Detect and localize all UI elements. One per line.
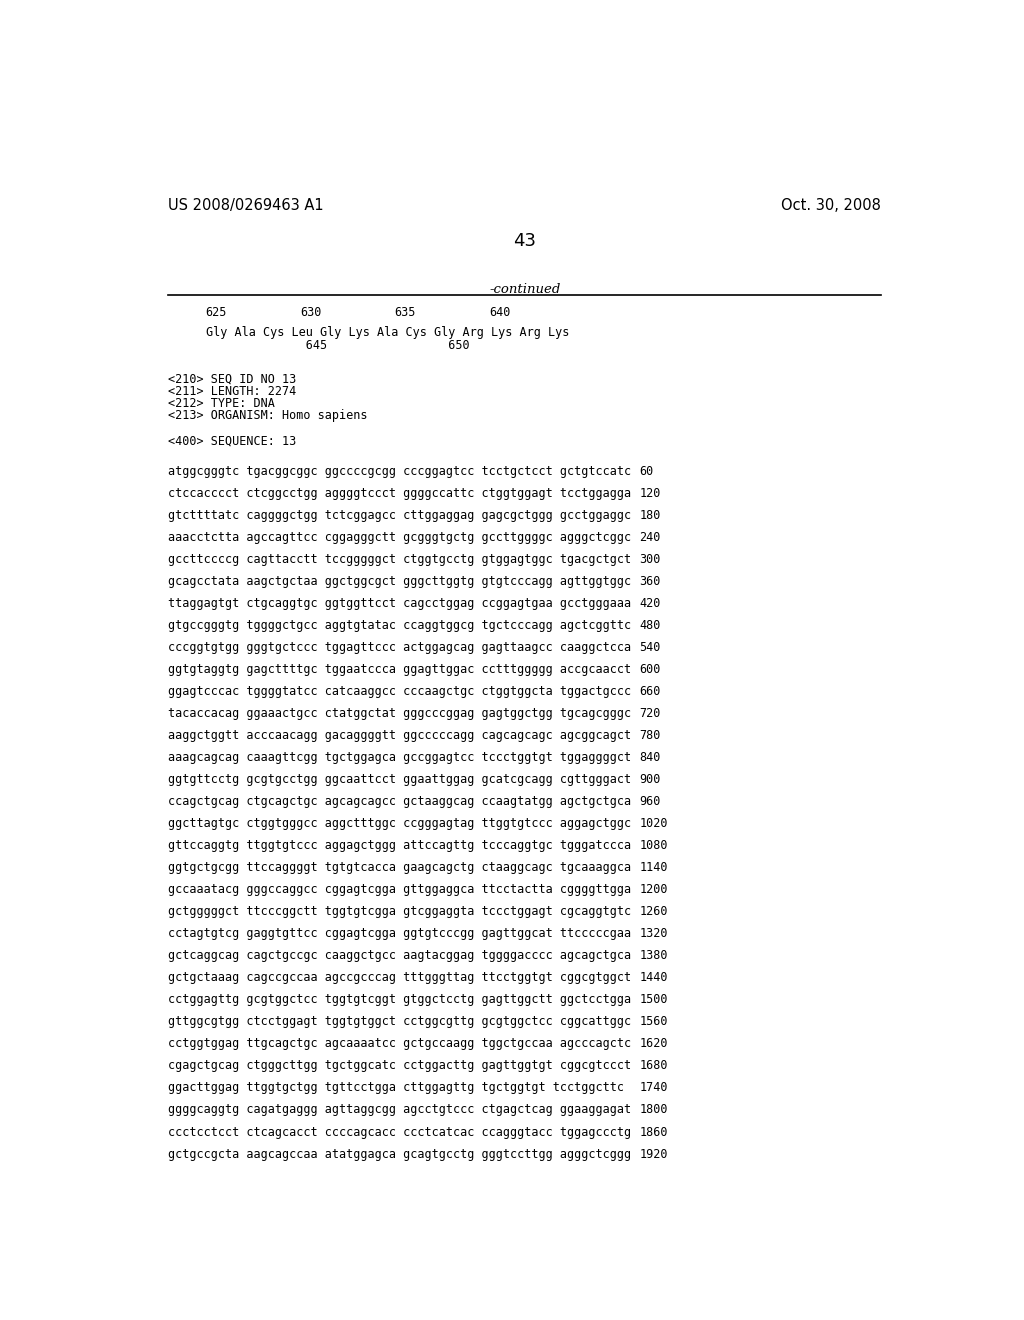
Text: ggacttggag ttggtgctgg tgttcctgga cttggagttg tgctggtgt tcctggcttc: ggacttggag ttggtgctgg tgttcctgga cttggag… — [168, 1081, 625, 1094]
Text: <212> TYPE: DNA: <212> TYPE: DNA — [168, 397, 275, 411]
Text: ttaggagtgt ctgcaggtgc ggtggttcct cagcctggag ccggagtgaa gcctgggaaa: ttaggagtgt ctgcaggtgc ggtggttcct cagcctg… — [168, 597, 632, 610]
Text: gcagcctata aagctgctaa ggctggcgct gggcttggtg gtgtcccagg agttggtggc: gcagcctata aagctgctaa ggctggcgct gggcttg… — [168, 576, 632, 587]
Text: <400> SEQUENCE: 13: <400> SEQUENCE: 13 — [168, 434, 297, 447]
Text: 600: 600 — [640, 663, 660, 676]
Text: 1860: 1860 — [640, 1126, 668, 1139]
Text: 900: 900 — [640, 774, 660, 787]
Text: aaacctctta agccagttcc cggagggctt gcgggtgctg gccttggggc agggctcggc: aaacctctta agccagttcc cggagggctt gcgggtg… — [168, 531, 632, 544]
Text: gttggcgtgg ctcctggagt tggtgtggct cctggcgttg gcgtggctcc cggcattggc: gttggcgtgg ctcctggagt tggtgtggct cctggcg… — [168, 1015, 632, 1028]
Text: 1920: 1920 — [640, 1147, 668, 1160]
Text: 960: 960 — [640, 795, 660, 808]
Text: 43: 43 — [513, 231, 537, 249]
Text: gctgccgcta aagcagccaa atatggagca gcagtgcctg gggtccttgg agggctcggg: gctgccgcta aagcagccaa atatggagca gcagtgc… — [168, 1147, 632, 1160]
Text: 300: 300 — [640, 553, 660, 566]
Text: 640: 640 — [489, 306, 511, 319]
Text: 1680: 1680 — [640, 1060, 668, 1072]
Text: 1560: 1560 — [640, 1015, 668, 1028]
Text: 360: 360 — [640, 576, 660, 587]
Text: ggtgctgcgg ttccaggggt tgtgtcacca gaagcagctg ctaaggcagc tgcaaaggca: ggtgctgcgg ttccaggggt tgtgtcacca gaagcag… — [168, 861, 632, 874]
Text: cctagtgtcg gaggtgttcc cggagtcgga ggtgtcccgg gagttggcat ttcccccgaa: cctagtgtcg gaggtgttcc cggagtcgga ggtgtcc… — [168, 928, 632, 940]
Text: ccctcctcct ctcagcacct ccccagcacc ccctcatcac ccagggtacc tggagccctg: ccctcctcct ctcagcacct ccccagcacc ccctcat… — [168, 1126, 632, 1139]
Text: 630: 630 — [300, 306, 322, 319]
Text: 625: 625 — [206, 306, 227, 319]
Text: ggggcaggtg cagatgaggg agttaggcgg agcctgtccc ctgagctcag ggaaggagat: ggggcaggtg cagatgaggg agttaggcgg agcctgt… — [168, 1104, 632, 1117]
Text: gtgccgggtg tggggctgcc aggtgtatac ccaggtggcg tgctcccagg agctcggttc: gtgccgggtg tggggctgcc aggtgtatac ccaggtg… — [168, 619, 632, 632]
Text: ggagtcccac tggggtatcc catcaaggcc cccaagctgc ctggtggcta tggactgccc: ggagtcccac tggggtatcc catcaaggcc cccaagc… — [168, 685, 632, 698]
Text: ggtgttcctg gcgtgcctgg ggcaattcct ggaattggag gcatcgcagg cgttgggact: ggtgttcctg gcgtgcctgg ggcaattcct ggaattg… — [168, 774, 632, 787]
Text: gctgctaaag cagccgccaa agccgcccag tttgggttag ttcctggtgt cggcgtggct: gctgctaaag cagccgccaa agccgcccag tttgggt… — [168, 972, 632, 985]
Text: 420: 420 — [640, 597, 660, 610]
Text: 480: 480 — [640, 619, 660, 632]
Text: 1440: 1440 — [640, 972, 668, 985]
Text: 635: 635 — [394, 306, 416, 319]
Text: cccggtgtgg gggtgctccc tggagttccc actggagcag gagttaagcc caaggctcca: cccggtgtgg gggtgctccc tggagttccc actggag… — [168, 642, 632, 653]
Text: <213> ORGANISM: Homo sapiens: <213> ORGANISM: Homo sapiens — [168, 409, 368, 422]
Text: ccagctgcag ctgcagctgc agcagcagcc gctaaggcag ccaagtatgg agctgctgca: ccagctgcag ctgcagctgc agcagcagcc gctaagg… — [168, 795, 632, 808]
Text: 1620: 1620 — [640, 1038, 668, 1051]
Text: 120: 120 — [640, 487, 660, 500]
Text: 1380: 1380 — [640, 949, 668, 962]
Text: 1320: 1320 — [640, 928, 668, 940]
Text: 1740: 1740 — [640, 1081, 668, 1094]
Text: 240: 240 — [640, 531, 660, 544]
Text: tacaccacag ggaaactgcc ctatggctat gggcccggag gagtggctgg tgcagcgggc: tacaccacag ggaaactgcc ctatggctat gggcccg… — [168, 708, 632, 721]
Text: 1200: 1200 — [640, 883, 668, 896]
Text: <211> LENGTH: 2274: <211> LENGTH: 2274 — [168, 385, 297, 397]
Text: ctccacccct ctcggcctgg aggggtccct ggggccattc ctggtggagt tcctggagga: ctccacccct ctcggcctgg aggggtccct ggggcca… — [168, 487, 632, 500]
Text: cgagctgcag ctgggcttgg tgctggcatc cctggacttg gagttggtgt cggcgtccct: cgagctgcag ctgggcttgg tgctggcatc cctggac… — [168, 1060, 632, 1072]
Text: 60: 60 — [640, 465, 653, 478]
Text: 660: 660 — [640, 685, 660, 698]
Text: 1800: 1800 — [640, 1104, 668, 1117]
Text: 780: 780 — [640, 729, 660, 742]
Text: 1140: 1140 — [640, 861, 668, 874]
Text: 720: 720 — [640, 708, 660, 721]
Text: aaagcagcag caaagttcgg tgctggagca gccggagtcc tccctggtgt tggaggggct: aaagcagcag caaagttcgg tgctggagca gccggag… — [168, 751, 632, 764]
Text: ggtgtaggtg gagcttttgc tggaatccca ggagttggac cctttggggg accgcaacct: ggtgtaggtg gagcttttgc tggaatccca ggagttg… — [168, 663, 632, 676]
Text: 540: 540 — [640, 642, 660, 653]
Text: 1260: 1260 — [640, 906, 668, 919]
Text: Oct. 30, 2008: Oct. 30, 2008 — [781, 198, 882, 214]
Text: -continued: -continued — [489, 284, 560, 296]
Text: cctggagttg gcgtggctcc tggtgtcggt gtggctcctg gagttggctt ggctcctgga: cctggagttg gcgtggctcc tggtgtcggt gtggctc… — [168, 994, 632, 1006]
Text: 1080: 1080 — [640, 840, 668, 853]
Text: cctggtggag ttgcagctgc agcaaaatcc gctgccaagg tggctgccaa agcccagctc: cctggtggag ttgcagctgc agcaaaatcc gctgcca… — [168, 1038, 632, 1051]
Text: aaggctggtt acccaacagg gacaggggtt ggcccccagg cagcagcagc agcggcagct: aaggctggtt acccaacagg gacaggggtt ggccccc… — [168, 729, 632, 742]
Text: gttccaggtg ttggtgtccc aggagctggg attccagttg tcccaggtgc tgggatccca: gttccaggtg ttggtgtccc aggagctggg attccag… — [168, 840, 632, 853]
Text: gctcaggcag cagctgccgc caaggctgcc aagtacggag tggggacccc agcagctgca: gctcaggcag cagctgccgc caaggctgcc aagtacg… — [168, 949, 632, 962]
Text: gctgggggct ttcccggctt tggtgtcgga gtcggaggta tccctggagt cgcaggtgtc: gctgggggct ttcccggctt tggtgtcgga gtcggag… — [168, 906, 632, 919]
Text: gtcttttatc caggggctgg tctcggagcc cttggaggag gagcgctggg gcctggaggc: gtcttttatc caggggctgg tctcggagcc cttggag… — [168, 510, 632, 521]
Text: Gly Ala Cys Leu Gly Lys Ala Cys Gly Arg Lys Arg Lys: Gly Ala Cys Leu Gly Lys Ala Cys Gly Arg … — [206, 326, 569, 339]
Text: atggcgggtc tgacggcggc ggccccgcgg cccggagtcc tcctgctcct gctgtccatc: atggcgggtc tgacggcggc ggccccgcgg cccggag… — [168, 465, 632, 478]
Text: 1500: 1500 — [640, 994, 668, 1006]
Text: 1020: 1020 — [640, 817, 668, 830]
Text: 840: 840 — [640, 751, 660, 764]
Text: <210> SEQ ID NO 13: <210> SEQ ID NO 13 — [168, 372, 297, 385]
Text: US 2008/0269463 A1: US 2008/0269463 A1 — [168, 198, 324, 214]
Text: ggcttagtgc ctggtgggcc aggctttggc ccgggagtag ttggtgtccc aggagctggc: ggcttagtgc ctggtgggcc aggctttggc ccgggag… — [168, 817, 632, 830]
Text: gccaaatacg gggccaggcc cggagtcgga gttggaggca ttcctactta cggggttgga: gccaaatacg gggccaggcc cggagtcgga gttggag… — [168, 883, 632, 896]
Text: gccttccccg cagttacctt tccgggggct ctggtgcctg gtggagtggc tgacgctgct: gccttccccg cagttacctt tccgggggct ctggtgc… — [168, 553, 632, 566]
Text: 645                 650: 645 650 — [206, 339, 469, 351]
Text: 180: 180 — [640, 510, 660, 521]
